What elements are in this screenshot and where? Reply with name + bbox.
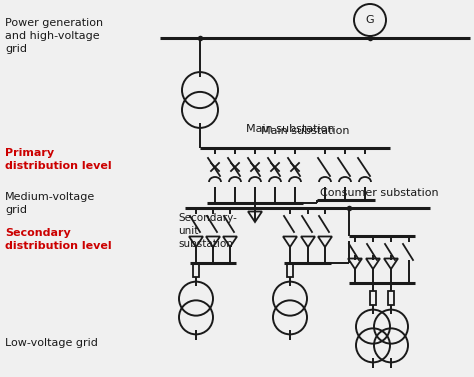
Text: G: G [365, 15, 374, 25]
Text: Main substation: Main substation [261, 126, 349, 136]
Bar [370, 291, 376, 305]
Text: Power generation
and high-voltage
grid: Power generation and high-voltage grid [5, 18, 103, 54]
Bar [287, 263, 293, 277]
Text: Low-voltage grid: Low-voltage grid [5, 338, 98, 348]
Text: Consumer substation: Consumer substation [320, 188, 438, 198]
Text: Medium-voltage
grid: Medium-voltage grid [5, 192, 95, 215]
Text: Main substation: Main substation [246, 124, 334, 134]
Bar [388, 291, 394, 305]
Bar [193, 263, 199, 277]
Text: Secondary
distribution level: Secondary distribution level [5, 228, 111, 251]
Text: Secondary-
unit
substation: Secondary- unit substation [178, 213, 237, 250]
Text: Primary
distribution level: Primary distribution level [5, 148, 111, 171]
